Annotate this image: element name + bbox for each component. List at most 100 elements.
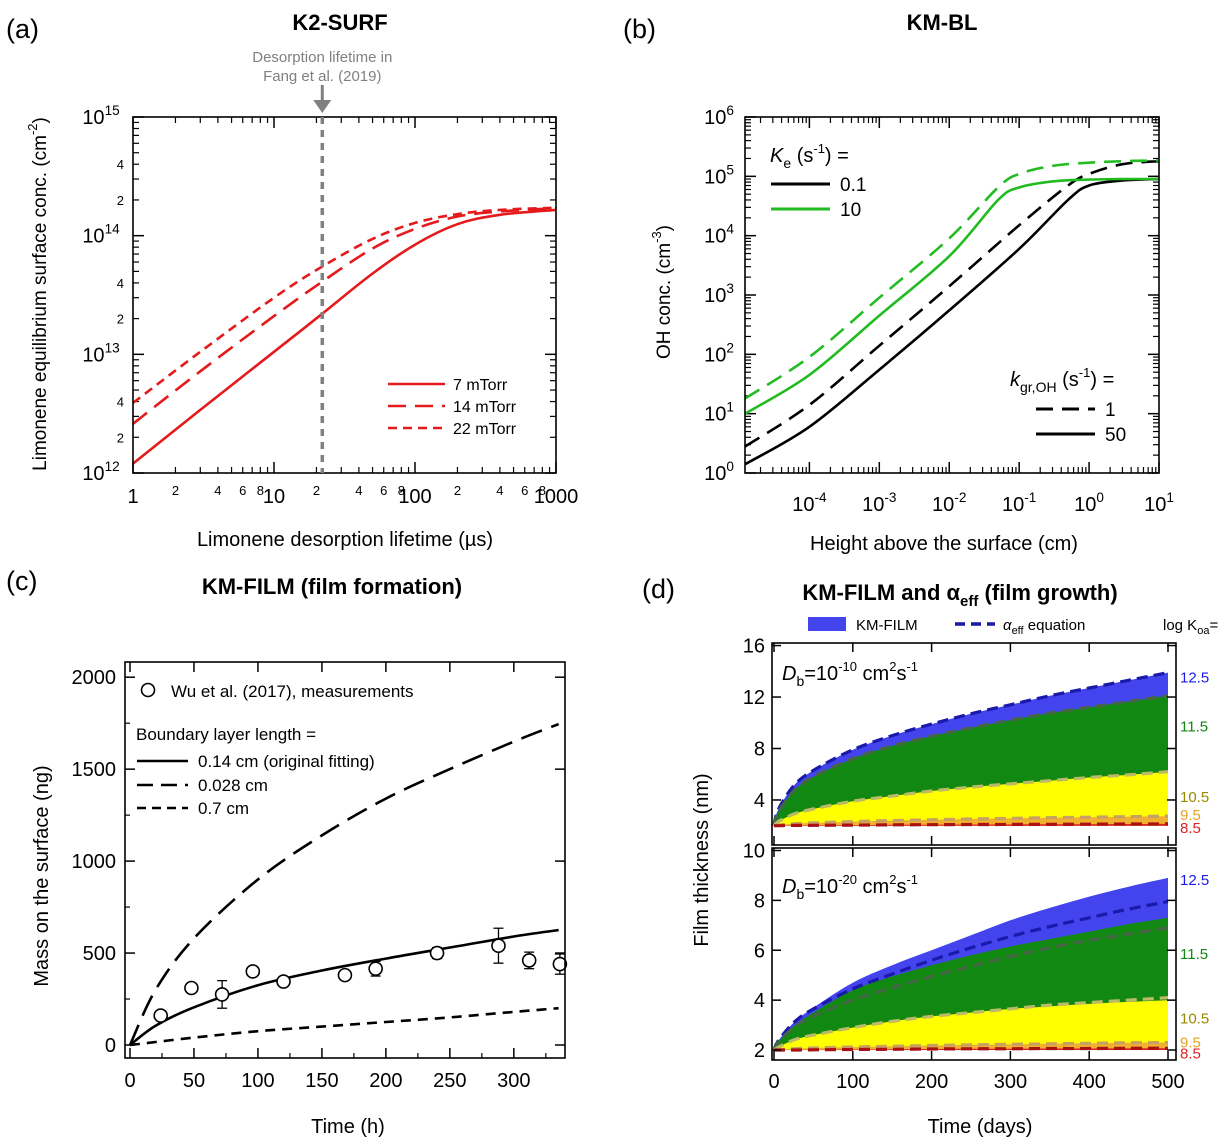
d-koa-label-9.5: 9.5: [1180, 1034, 1201, 1051]
c-measurement-point: [214, 987, 230, 1002]
panel-d-ylabel: Film thickness (nm): [691, 773, 713, 946]
b-series-line-1: [744, 159, 1160, 448]
panel-a-title: K2-SURF: [292, 10, 387, 35]
b-y-tick-label-exp: 0: [726, 459, 734, 474]
b-x-tick-label-base: 10: [1144, 494, 1166, 516]
legend-label-measurements: Wu et al. (2017), measurements: [171, 682, 414, 701]
a-legend-label-1: 14 mTorr: [453, 399, 517, 416]
c-x-tick-label: 0: [124, 1070, 135, 1092]
b-y-tick-label-base: 10: [704, 226, 726, 248]
b-y-tick-label-exp: 4: [726, 222, 734, 237]
a-y-tick-label-exp: 12: [105, 459, 120, 474]
d-koa-label-8.5: 8.5: [1180, 1046, 1201, 1063]
kgr-legend-label-1: 50: [1105, 425, 1126, 446]
ke-title-unit: (s: [791, 145, 813, 167]
c-x-tick-label: 300: [497, 1070, 530, 1092]
db-bot-sub: b: [796, 886, 804, 902]
legend-swatch-kmfilm: [808, 617, 846, 631]
b-y-tick-label-exp: 5: [726, 162, 734, 177]
panel-b-legend-kgr-title: kgr,OH (s-1) =: [1010, 365, 1114, 395]
d-alpha-line-1-8.5: [774, 1046, 1169, 1052]
b-y-tick-label-base: 10: [704, 107, 726, 129]
panel-c-legend: Wu et al. (2017), measurements Boundary …: [136, 682, 414, 818]
panel-d-top-subplot: 4 8 12 16 12.5 11.5 10.59.58.5: [743, 636, 1209, 845]
c-measurement-point: [552, 956, 568, 972]
panel-c: (c) KM-FILM (film formation) Time (h) Ma…: [6, 566, 568, 1138]
c-measurement-point: [368, 961, 383, 976]
a-y-minor-label: 4: [117, 276, 124, 291]
d-y-tick-label: 8: [754, 890, 765, 912]
panel-b-ylabel-main: OH conc. (cm: [654, 243, 675, 359]
a-series-line-0: [132, 208, 557, 465]
c-x-tick-label: 50: [183, 1070, 205, 1092]
panel-c-frame: [124, 661, 566, 1059]
a-legend-label-0: 7 mTorr: [453, 377, 508, 394]
a-y-tick-label-base: 10: [82, 107, 104, 129]
panel-b-legend-ke: Ke (s-1) = 0.1 10: [770, 141, 866, 221]
kgr-title-end: ) =: [1090, 369, 1114, 391]
panel-a-letter: (a): [6, 14, 39, 44]
panel-b-xlabel: Height above the surface (cm): [810, 533, 1078, 555]
panel-a-ylabel-end: ): [30, 117, 51, 123]
db-top-unit-exp2: -1: [906, 659, 918, 674]
d-koa-label-8.5: 8.5: [1180, 820, 1201, 837]
legend-label-alpha: αeff equation: [1003, 617, 1085, 637]
panel-a-legend: 7 mTorr 14 mTorr 22 mTorr: [388, 377, 517, 438]
panel-c-letter: (c): [6, 566, 37, 596]
a-series-line-1: [132, 207, 557, 425]
d-alpha-line-0-8.5: [774, 822, 1169, 828]
koa-label-main: log K: [1163, 617, 1197, 634]
d-y-tick-label: 6: [754, 940, 765, 962]
d-x-tick-label: 300: [994, 1071, 1027, 1093]
panel-a: (a) K2-SURF Limonene desorption lifetime…: [6, 10, 578, 551]
b-x-tick-label-exp: -2: [954, 490, 966, 505]
b-y-tick-label-exp: 6: [726, 103, 734, 118]
a-x-minor-label: 6: [521, 483, 528, 498]
a-x-minor-label: 2: [454, 483, 461, 498]
panel-a-xlabel: Limonene desorption lifetime (µs): [197, 529, 493, 551]
d-alpha-line-1-11.5: [772, 926, 1169, 1051]
a-x-minor-label: 6: [380, 483, 387, 498]
panel-b-legend-kgr: kgr,OH (s-1) = 1 50: [1010, 365, 1126, 446]
d-y-tick-label: 16: [743, 636, 765, 658]
c-x-tick-label: 250: [433, 1070, 466, 1092]
panel-c-ticks: 0 50 100 150 200 250 300 0 500 1000 1500 2000: [72, 662, 565, 1092]
a-annotation-text: Fang et al. (2019): [263, 68, 381, 85]
a-x-tick-label: 100: [398, 486, 431, 508]
a-annotation-arrow-head: [313, 100, 332, 113]
ke-title-end: ) =: [825, 145, 849, 167]
panel-a-ylabel-main: Limonene equilibrium surface conc. (cm: [30, 135, 51, 471]
ke-title-sub: e: [783, 155, 791, 171]
db-bot-unit: cm: [857, 876, 889, 898]
c-y-tick-label: 500: [83, 943, 116, 965]
c-y-tick-label: 1500: [72, 759, 117, 781]
a-x-minor-label: 2: [313, 483, 320, 498]
db-bot-eq: =10: [804, 876, 838, 898]
b-y-tick-label-base: 10: [704, 344, 726, 366]
b-x-tick-label-exp: -3: [884, 490, 896, 505]
d-x-tick-label: 0: [768, 1071, 779, 1093]
c-measurement-point: [276, 974, 291, 989]
a-x-minor-label: 6: [239, 483, 246, 498]
b-series-line-2: [744, 177, 1159, 415]
legend-label-0: 0.14 cm (original fitting): [198, 752, 375, 771]
b-y-tick-label-exp: 2: [726, 340, 734, 355]
a-y-tick-label: 1014: [82, 222, 120, 248]
d-y-tick-label: 2: [754, 1040, 765, 1062]
b-x-tick-label-base: 10: [862, 494, 884, 516]
a-y-minor-label: 2: [117, 312, 124, 327]
legend-label-kmfilm: KM-FILM: [856, 617, 918, 634]
panel-d-title-main: KM-FILM and α: [802, 580, 960, 605]
b-y-tick-label: 102: [704, 340, 734, 366]
d-alpha-line-0-9.5: [773, 814, 1169, 828]
legend-label-koa: log Koa=: [1163, 617, 1218, 637]
panel-d-title-end: (film growth): [978, 580, 1117, 605]
b-y-tick-label: 103: [704, 281, 734, 307]
legend-label-2: 0.7 cm: [198, 799, 249, 818]
b-y-tick-label-base: 10: [704, 463, 726, 485]
d-alpha-line-0-11.5: [772, 694, 1169, 827]
c-series-line-2: [129, 1006, 559, 1047]
legend-label-1: 0.028 cm: [198, 776, 268, 795]
